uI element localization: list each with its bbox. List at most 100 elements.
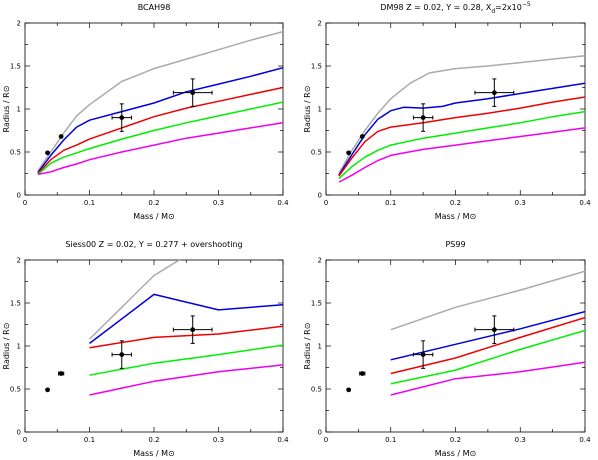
y-tick-label: 0.5 [10, 149, 21, 157]
y-tick-label: 0 [318, 429, 322, 437]
data-point [45, 387, 50, 393]
model-track-line [37, 101, 283, 175]
model-track-line [338, 54, 585, 174]
x-axis-label: Mass / M⊙ [435, 212, 477, 221]
y-tick-label: 1.5 [311, 63, 322, 71]
y-tick-label: 2 [17, 257, 21, 265]
x-tick-label: 0 [324, 436, 328, 444]
x-tick-label: 0.3 [213, 199, 224, 207]
x-tick-label: 0.1 [385, 436, 396, 444]
x-tick-label: 0.4 [277, 199, 289, 207]
y-tick-label: 0 [17, 429, 21, 437]
x-tick-label: 0 [324, 199, 328, 207]
plot-frame [325, 22, 586, 196]
y-tick-label: 0.5 [311, 149, 322, 157]
y-tick-label: 0 [17, 192, 21, 200]
y-tick-label: 0.5 [311, 386, 322, 394]
y-tick-label: 1 [318, 106, 322, 114]
y-tick-label: 2 [318, 257, 322, 265]
x-tick-label: 0.2 [148, 199, 159, 207]
chart-panel-1: 0 0.1 0.2 0.3 0.4 0 0.5 1 1.5 2 BCAH98 Mass / M⊙ Rad… [2, 3, 289, 221]
data-point [346, 387, 352, 393]
title-part-main: DM98 Z = 0.02, Y = 0.28, X [380, 3, 492, 12]
series-group [390, 270, 585, 396]
panel-title: DM98 Z = 0.02, Y = 0.28, Xd=2x10−5 [380, 1, 531, 15]
x-tick-label: 0.1 [84, 436, 95, 444]
x-tick-label: 0.4 [579, 436, 591, 444]
plot-frame [24, 259, 284, 433]
model-track-line [89, 293, 283, 344]
x-tick-label: 0.2 [148, 436, 159, 444]
x-tick-label: 0.4 [579, 199, 591, 207]
data-point [359, 134, 365, 139]
series-group [88, 260, 283, 396]
y-tick-label: 0 [318, 192, 322, 200]
data-point [119, 115, 125, 120]
title-part-sup: −5 [522, 1, 531, 8]
data-point [190, 327, 196, 333]
plot-frame [325, 259, 586, 433]
plot-frame [24, 22, 284, 196]
y-axis-label: Radius / R⊙ [303, 86, 312, 133]
y-axis-label: Radius / R⊙ [2, 323, 11, 370]
x-axis-label: Mass / M⊙ [133, 449, 175, 458]
model-track-line [390, 316, 585, 375]
model-track-line [390, 361, 585, 396]
panel-title: BCAH98 [138, 3, 171, 12]
model-track-line [390, 270, 585, 331]
model-track-line [88, 260, 181, 340]
model-track-line [390, 329, 585, 385]
model-track-line [338, 110, 585, 180]
model-track-line [37, 66, 283, 174]
x-axis-label: Mass / M⊙ [435, 449, 477, 458]
data-point [346, 150, 352, 156]
data-point [420, 115, 426, 120]
x-tick-label: 0.2 [450, 436, 461, 444]
data-point [45, 150, 50, 156]
model-track-line [37, 122, 283, 176]
x-tick-label: 0.4 [277, 436, 289, 444]
model-track-line [89, 344, 283, 376]
data-point [491, 327, 497, 333]
data-point [190, 90, 196, 96]
y-tick-label: 1.5 [10, 300, 21, 308]
x-tick-label: 0.1 [385, 199, 396, 207]
x-axis-label: Mass / M⊙ [133, 212, 175, 221]
data-point [58, 371, 64, 376]
data-point [359, 371, 365, 376]
y-tick-label: 1 [17, 106, 21, 114]
y-axis-label: Radius / R⊙ [303, 323, 312, 370]
series-group [37, 30, 283, 176]
y-tick-label: 1 [17, 343, 21, 351]
data-point [58, 134, 64, 139]
panel-title: Siess00 Z = 0.02, Y = 0.277 + overshooti… [65, 240, 242, 249]
x-tick-label: 0.3 [515, 436, 526, 444]
y-tick-label: 1.5 [311, 300, 322, 308]
y-tick-label: 1 [318, 343, 322, 351]
chart-panel-4: 0 0.1 0.2 0.3 0.4 0 0.5 1 1.5 2 PS99 Mass / M⊙ Radiu… [303, 240, 591, 458]
x-tick-label: 0 [23, 436, 27, 444]
x-tick-label: 0.3 [213, 436, 224, 444]
title-part-sub: d [491, 8, 495, 15]
model-track-line [89, 364, 283, 396]
x-tick-label: 0 [23, 199, 27, 207]
y-tick-label: 2 [17, 20, 21, 28]
model-track-line [338, 127, 585, 183]
chart-panel-2: 0 0.1 0.2 0.3 0.4 0 0.5 1 1.5 2 DM98 Z = 0.02, Y =… [303, 1, 591, 221]
panel-title: PS99 [445, 240, 465, 249]
data-point [119, 352, 125, 357]
data-point [420, 352, 426, 357]
title-part-rest: =2x10 [495, 3, 522, 12]
x-tick-label: 0.3 [515, 199, 526, 207]
model-track-line [37, 30, 283, 172]
chart-panel-3: 0 0.1 0.2 0.3 0.4 0 0.5 1 1.5 2 Siess00 Z = 0.02, … [2, 240, 289, 458]
data-point [491, 90, 497, 96]
y-axis-label: Radius / R⊙ [2, 86, 11, 133]
y-tick-label: 2 [318, 20, 322, 28]
series-group [338, 54, 585, 183]
y-tick-label: 1.5 [10, 63, 21, 71]
x-tick-label: 0.1 [84, 199, 95, 207]
x-tick-label: 0.2 [450, 199, 461, 207]
y-tick-label: 0.5 [10, 386, 21, 394]
